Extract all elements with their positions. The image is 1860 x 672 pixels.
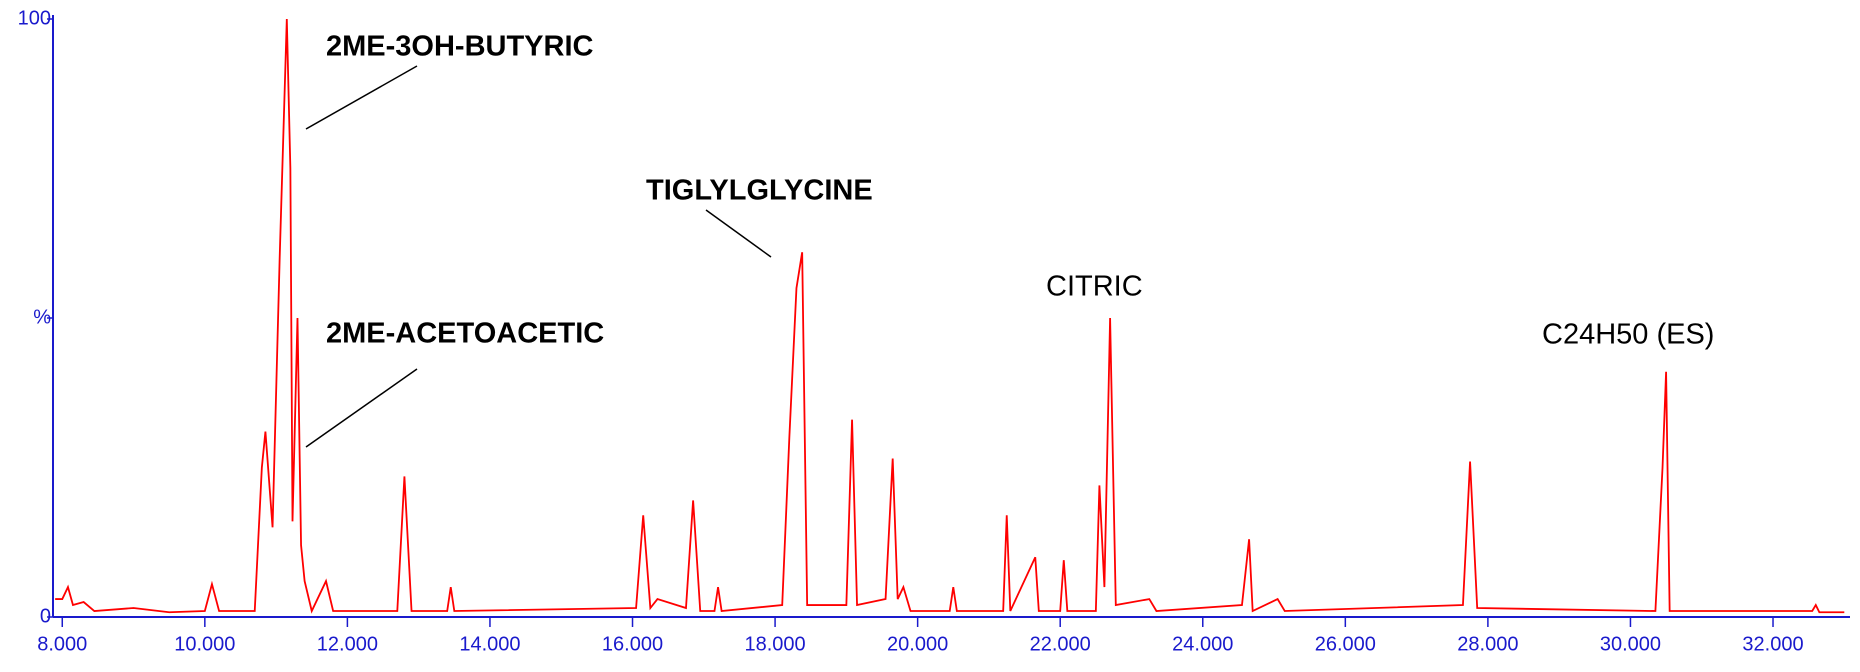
x-tick-label: 18.000 xyxy=(744,633,805,655)
annotation: CITRIC xyxy=(1046,271,1143,303)
y-tick-label: 0 xyxy=(40,605,51,627)
x-tick-label: 16.000 xyxy=(602,633,663,655)
x-tick-label: 8.000 xyxy=(37,633,87,655)
annotation: 2ME-3OH-BUTYRIC xyxy=(326,31,594,63)
annotation-leader xyxy=(305,368,418,448)
annotation: TIGLYLGLYCINE xyxy=(646,175,873,207)
y-tick-label: % xyxy=(33,306,51,328)
trace xyxy=(55,18,1845,614)
x-tick-label: 20.000 xyxy=(887,633,948,655)
x-tick-label: 14.000 xyxy=(459,633,520,655)
x-tick-label: 24.000 xyxy=(1172,633,1233,655)
x-tick-label: 10.000 xyxy=(174,633,235,655)
x-tick-label: 32.000 xyxy=(1742,633,1803,655)
annotation-leader xyxy=(305,65,418,130)
annotation: C24H50 (ES) xyxy=(1542,319,1714,351)
annotation: 2ME-ACETOACETIC xyxy=(326,318,604,350)
x-tick-label: 26.000 xyxy=(1315,633,1376,655)
x-tick-label: 30.000 xyxy=(1600,633,1661,655)
x-tick-label: 12.000 xyxy=(317,633,378,655)
x-tick-label: 28.000 xyxy=(1457,633,1518,655)
x-tick-label: 22.000 xyxy=(1030,633,1091,655)
y-tick-label: 100 xyxy=(18,7,51,29)
annotation-leader xyxy=(705,209,772,258)
